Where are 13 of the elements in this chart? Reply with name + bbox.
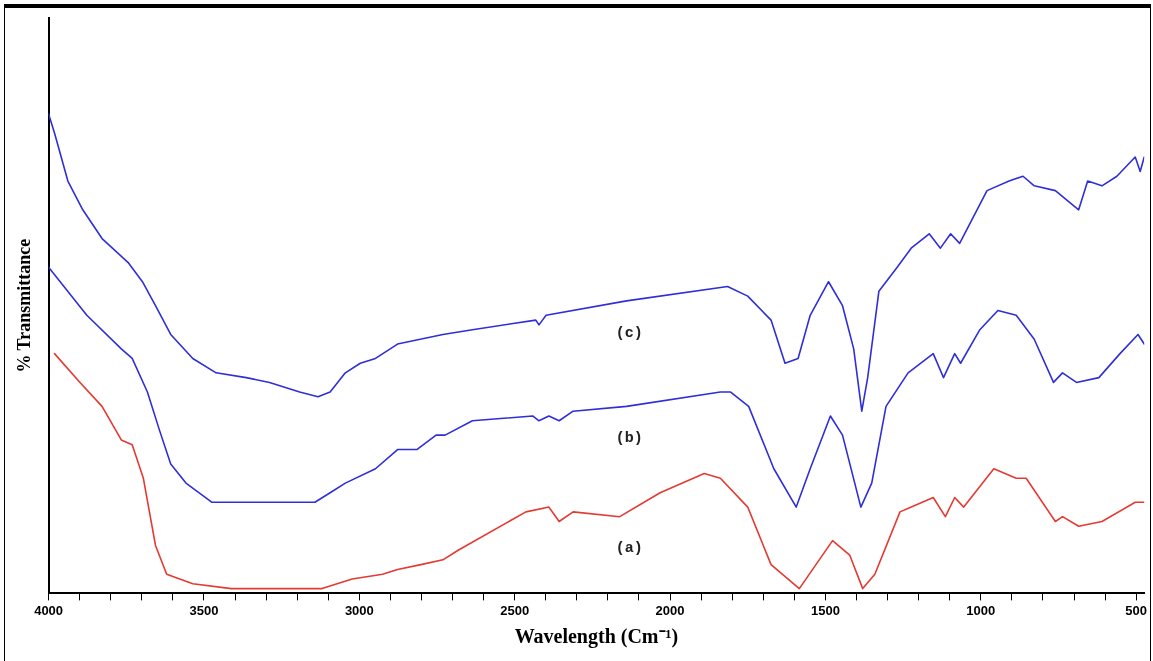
x-axis-title: Wavelength (Cm⁻¹) [514, 625, 679, 649]
x-tick-label: 3000 [344, 602, 374, 618]
x-tick-label: 2500 [500, 602, 530, 618]
series-label: (c) [615, 324, 643, 342]
series-label: (b) [615, 430, 643, 448]
y-axis-title: % Transmittance [14, 238, 35, 373]
series-label: (a) [615, 540, 643, 558]
x-tick-label: 2000 [655, 602, 685, 618]
x-tick-label: 500 [1125, 602, 1148, 618]
x-tick-label: 4000 [34, 602, 64, 618]
x-tick-label: 3500 [189, 602, 219, 618]
x-tick-label: 1000 [966, 602, 996, 618]
x-tick-label: 1500 [810, 602, 840, 618]
